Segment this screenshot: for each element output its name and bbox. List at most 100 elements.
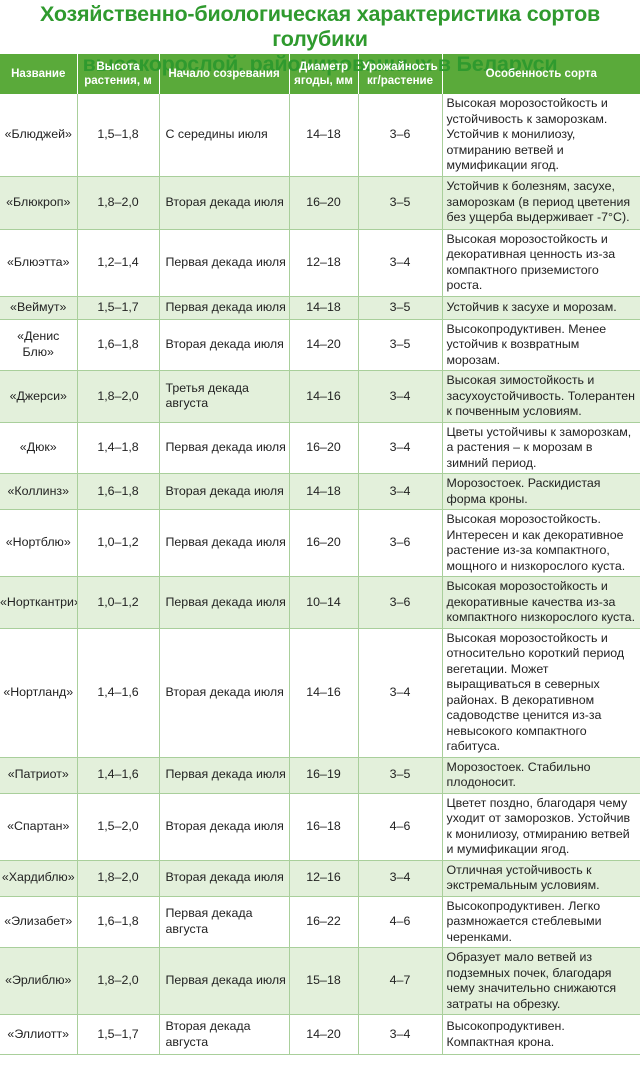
table-row: «Блюджей» 1,5–1,8 С середины июля 14–18 3–6 В…	[0, 94, 640, 177]
cell-ripening: Вторая декада июля	[159, 628, 290, 758]
cell-feature: Образует мало ветвей из подземных почек,…	[442, 947, 640, 1015]
table-row: «Хардиблю» 1,8–2,0 Вторая декада июля 12–16…	[0, 860, 640, 897]
cell-ripening: Вторая декада июля	[159, 319, 290, 371]
title-line-1: Хозяйственно-биологическая характеристик…	[39, 2, 601, 51]
cell-diameter: 14–16	[289, 628, 359, 758]
cell-diameter: 14–18	[289, 296, 359, 320]
varieties-table: Название Высота растения, м Начало созрев…	[0, 54, 640, 1055]
cell-name: «Хардиблю»	[0, 860, 78, 897]
cell-name: «Эллиотт»	[0, 1014, 78, 1055]
cell-feature: Морозостоек. Раскидистая форма кроны.	[442, 473, 640, 510]
cell-height: 1,8–2,0	[77, 370, 160, 423]
cell-name: «Дюк»	[0, 422, 78, 474]
cell-height: 1,0–1,2	[77, 509, 160, 577]
cell-name: «Коллинз»	[0, 473, 78, 510]
cell-height: 1,2–1,4	[77, 229, 160, 297]
table-row: «Блюэтта» 1,2–1,4 Первая декада июля 12–18 3…	[0, 229, 640, 297]
cell-feature: Морозостоек. Стабильно плодоносит.	[442, 757, 640, 794]
cell-name: «Нортблю»	[0, 509, 78, 577]
table-row: «Джерси» 1,8–2,0 Третья декада августа 14–1…	[0, 370, 640, 423]
table-row: «Спартан» 1,5–2,0 Вторая декада июля 16–18 4…	[0, 793, 640, 861]
cell-ripening: Вторая декада июля	[159, 176, 290, 230]
cell-diameter: 16–19	[289, 757, 359, 794]
cell-yield: 3–4	[358, 229, 443, 297]
cell-feature: Устойчив к засухе и морозам.	[442, 296, 640, 320]
table-row: «Дюк» 1,4–1,8 Первая декада июля 16–20 3–4 Цв…	[0, 422, 640, 474]
cell-ripening: Первая декада июля	[159, 757, 290, 794]
header-diameter: Диаметр ягоды, мм	[289, 54, 359, 94]
cell-feature: Высокая морозостойкость и относительно к…	[442, 628, 640, 758]
cell-diameter: 14–18	[289, 473, 359, 510]
cell-diameter: 16–22	[289, 896, 359, 948]
cell-ripening: Первая декада июля	[159, 422, 290, 474]
cell-height: 1,8–2,0	[77, 947, 160, 1015]
cell-ripening: Вторая декада июля	[159, 793, 290, 861]
cell-diameter: 16–20	[289, 422, 359, 474]
cell-height: 1,5–1,7	[77, 296, 160, 320]
cell-ripening: Третья декада августа	[159, 370, 290, 423]
cell-ripening: Вторая декада июля	[159, 473, 290, 510]
cell-ripening: Вторая декада августа	[159, 1014, 290, 1055]
cell-height: 1,5–1,7	[77, 1014, 160, 1055]
cell-yield: 3–5	[358, 176, 443, 230]
table-row: «Эллиотт» 1,5–1,7 Вторая декада августа 14–…	[0, 1014, 640, 1055]
cell-feature: Цветы устойчивы к заморозкам, а растения…	[442, 422, 640, 474]
cell-height: 1,4–1,8	[77, 422, 160, 474]
cell-feature: Высокая морозостойкость и устойчивость к…	[442, 94, 640, 177]
cell-diameter: 14–18	[289, 94, 359, 177]
cell-ripening: Первая декада июля	[159, 229, 290, 297]
cell-yield: 4–6	[358, 793, 443, 861]
cell-name: «Блюэтта»	[0, 229, 78, 297]
header-height: Высота растения, м	[77, 54, 160, 94]
cell-diameter: 14–20	[289, 1014, 359, 1055]
cell-feature: Высокопродуктивен. Компактная крона.	[442, 1014, 640, 1055]
cell-feature: Цветет поздно, благодаря чему уходит от …	[442, 793, 640, 861]
table-row: «Эрлиблю» 1,8–2,0 Первая декада июля 15–18 4…	[0, 947, 640, 1015]
cell-diameter: 14–20	[289, 319, 359, 371]
cell-yield: 3–5	[358, 319, 443, 371]
cell-diameter: 15–18	[289, 947, 359, 1015]
cell-diameter: 12–16	[289, 860, 359, 897]
cell-ripening: С середины июля	[159, 94, 290, 177]
cell-name: «Спартан»	[0, 793, 78, 861]
header-name: Название	[0, 54, 78, 94]
cell-diameter: 16–20	[289, 509, 359, 577]
cell-ripening: Первая декада августа	[159, 896, 290, 948]
cell-feature: Высокая зимостойкость и засухоустойчивос…	[442, 370, 640, 423]
cell-height: 1,8–2,0	[77, 176, 160, 230]
cell-feature: Высокопродуктивен. Менее устойчив к возв…	[442, 319, 640, 371]
cell-name: «Нортланд»	[0, 628, 78, 758]
cell-yield: 3–4	[358, 860, 443, 897]
cell-feature: Устойчив к болезням, засухе, заморозкам …	[442, 176, 640, 230]
table-row: «Норткантри» 1,0–1,2 Первая декада июля 10–…	[0, 576, 640, 629]
page-title: Хозяйственно-биологическая характеристик…	[0, 0, 640, 76]
cell-yield: 3–4	[358, 628, 443, 758]
table-row: «Нортланд» 1,4–1,6 Вторая декада июля 14–16…	[0, 628, 640, 758]
cell-ripening: Первая декада июля	[159, 296, 290, 320]
cell-height: 1,4–1,6	[77, 628, 160, 758]
cell-yield: 3–6	[358, 576, 443, 629]
cell-ripening: Первая декада июля	[159, 509, 290, 577]
cell-ripening: Первая декада июля	[159, 947, 290, 1015]
cell-name: «Веймут»	[0, 296, 78, 320]
cell-name: «Эрлиблю»	[0, 947, 78, 1015]
cell-height: 1,6–1,8	[77, 896, 160, 948]
cell-name: «Норткантри»	[0, 576, 78, 629]
cell-ripening: Вторая декада июля	[159, 860, 290, 897]
table-row: «Блюкроп» 1,8–2,0 Вторая декада июля 16–20 3…	[0, 176, 640, 230]
cell-ripening: Первая декада июля	[159, 576, 290, 629]
cell-feature: Высокая морозостойкость и декоративная ц…	[442, 229, 640, 297]
cell-feature: Отличная устойчивость к экстремальным ус…	[442, 860, 640, 897]
cell-diameter: 14–16	[289, 370, 359, 423]
cell-yield: 3–4	[358, 422, 443, 474]
table-row: «Коллинз» 1,6–1,8 Вторая декада июля 14–18 3…	[0, 473, 640, 510]
cell-yield: 3–5	[358, 296, 443, 320]
cell-height: 1,5–1,8	[77, 94, 160, 177]
cell-yield: 3–5	[358, 757, 443, 794]
header-ripening: Начало созревания	[159, 54, 290, 94]
cell-yield: 3–4	[358, 473, 443, 510]
header-yield: Урожайность кг/растение	[358, 54, 443, 94]
cell-height: 1,6–1,8	[77, 319, 160, 371]
cell-feature: Высокая морозостойкость. Интересен и как…	[442, 509, 640, 577]
cell-feature: Высокая морозостойкость и декоративные к…	[442, 576, 640, 629]
